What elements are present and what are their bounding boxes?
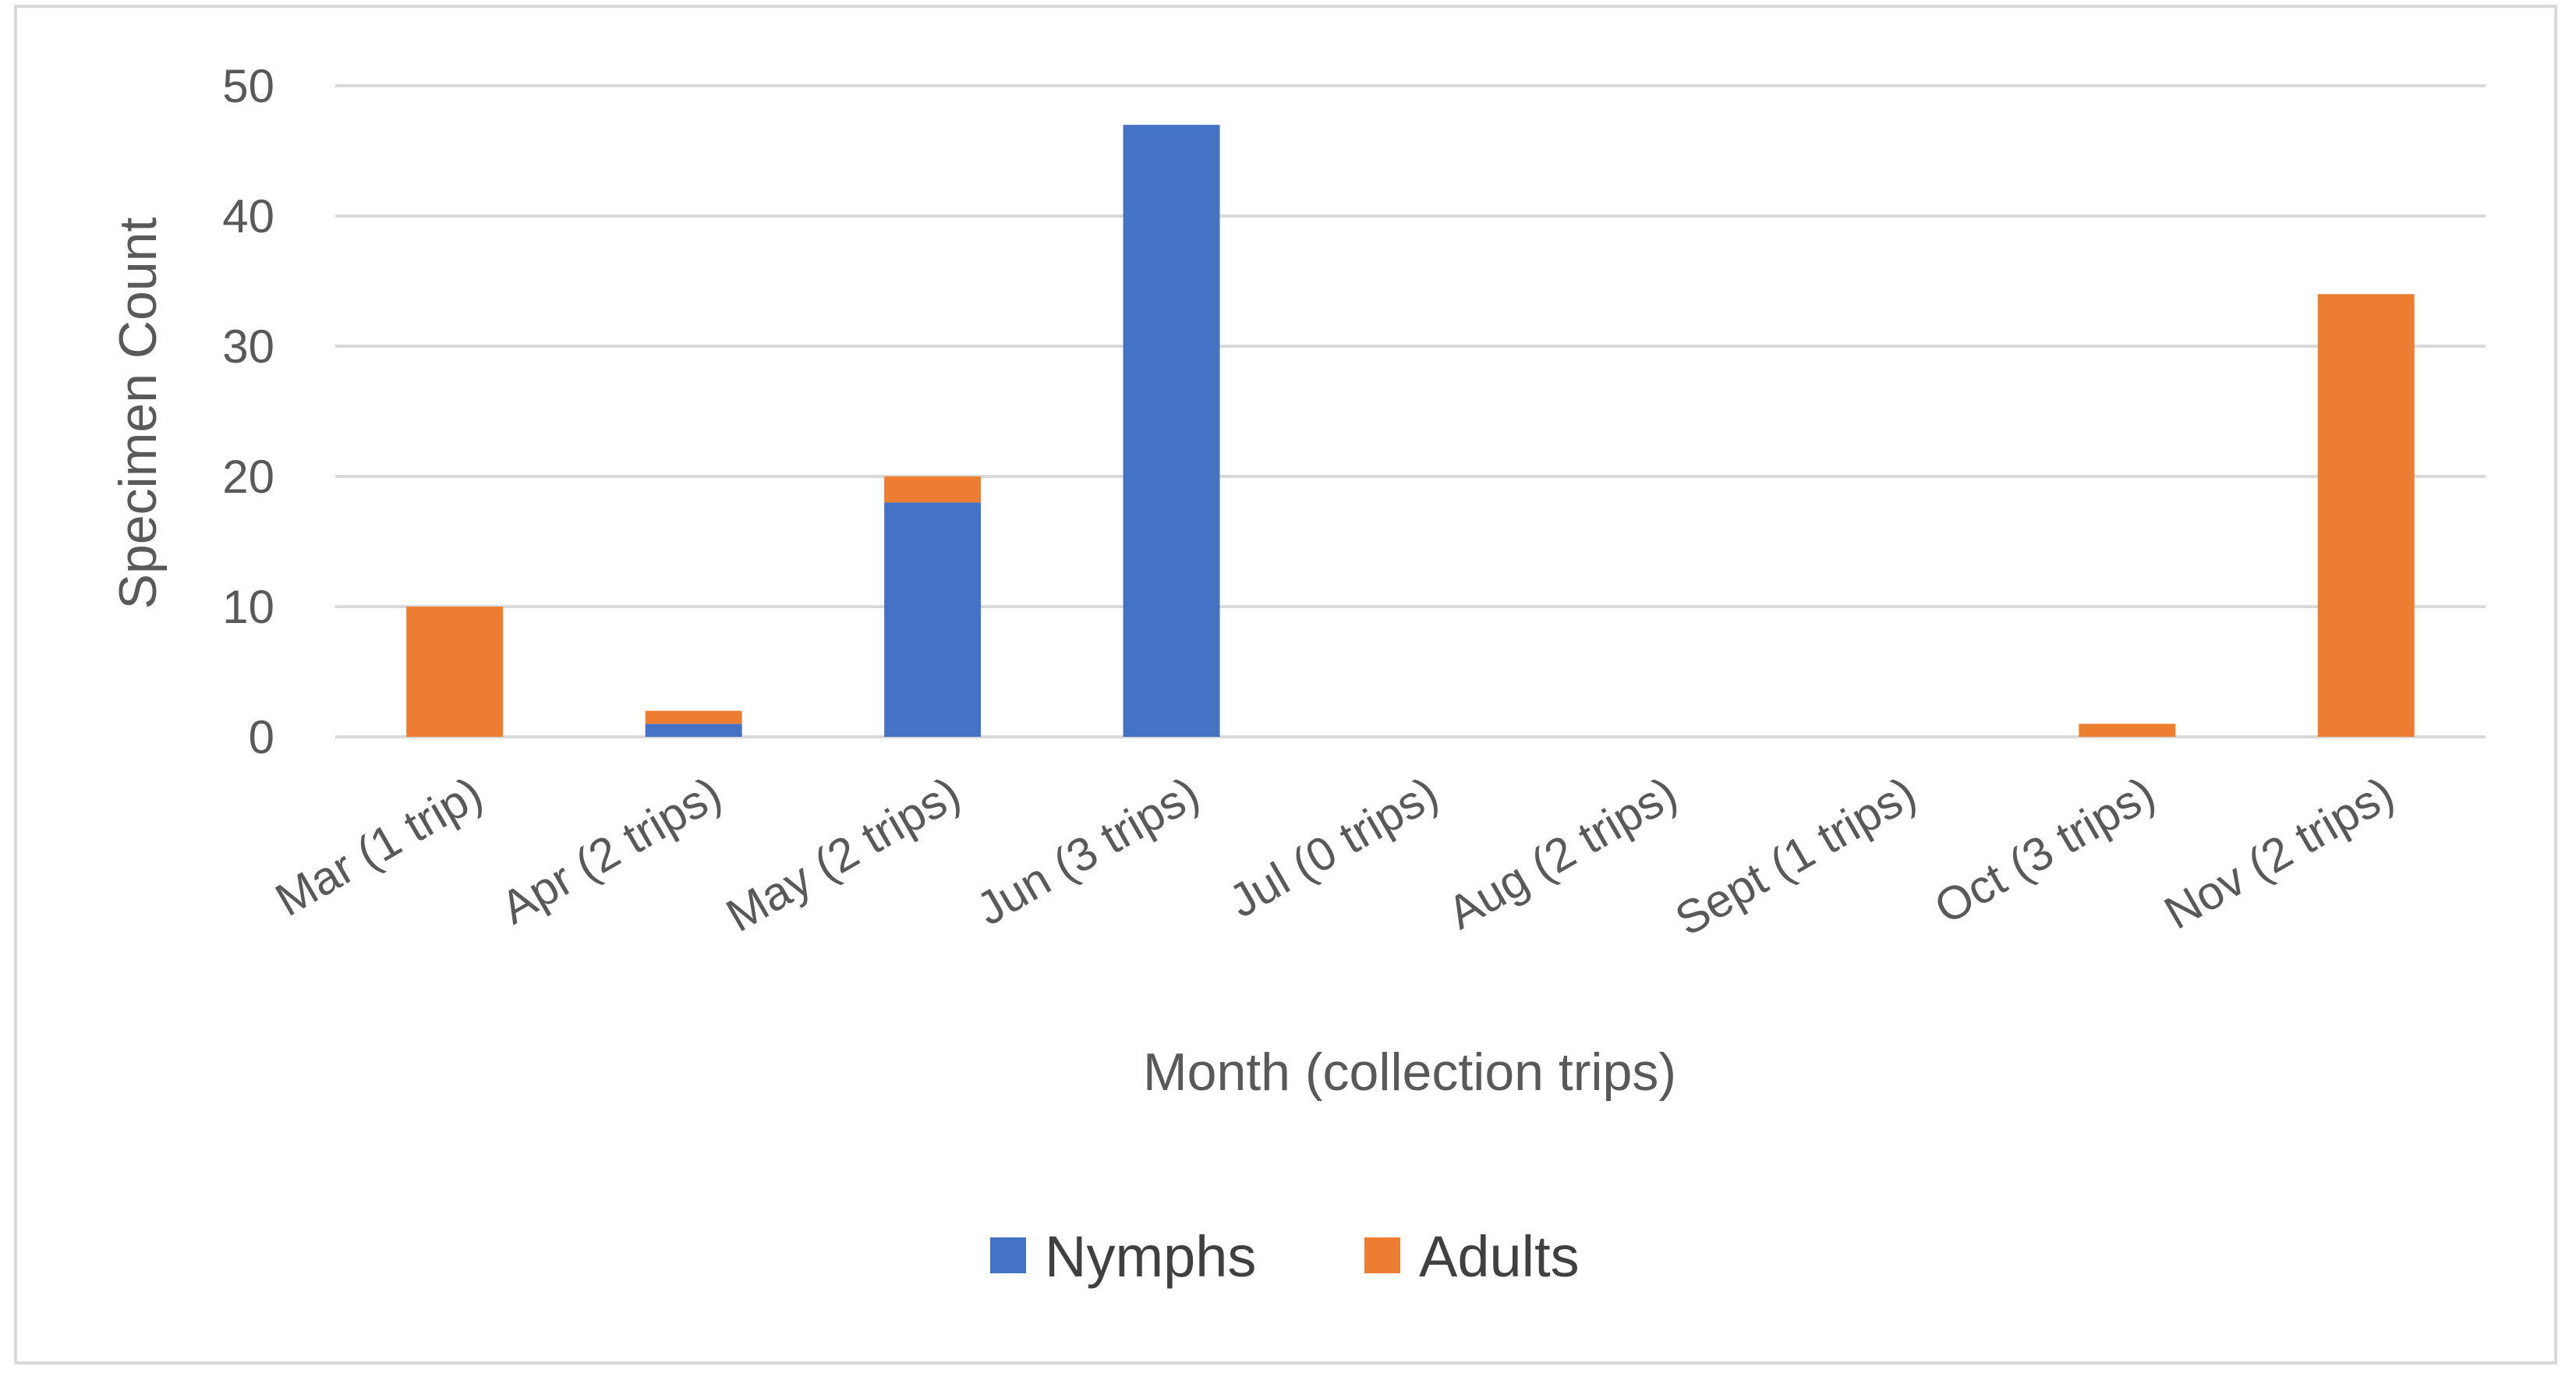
bar-adults-0: [406, 607, 504, 737]
y-tick-label: 20: [222, 451, 274, 503]
x-tick-label: Oct (3 trips): [1926, 766, 2164, 934]
x-tick-label: Jun (3 trips): [968, 766, 1208, 935]
x-tick-label: Nov (2 trips): [2156, 766, 2402, 939]
legend-label-adults: Adults: [1419, 1224, 1580, 1289]
bar-adults-1: [645, 710, 742, 724]
y-tick-label: 50: [222, 60, 274, 112]
x-tick-label: May (2 trips): [717, 766, 968, 942]
y-tick-labels: 0 10 20 30 40 50: [222, 60, 274, 763]
y-tick-label: 10: [222, 581, 274, 633]
legend: Nymphs Adults: [990, 1224, 1580, 1289]
x-tick-labels: Mar (1 trip) Apr (2 trips)May (2 trips)Ju…: [267, 766, 2402, 946]
x-tick-label: Mar (1 trip): [267, 766, 491, 926]
bar-adults-8: [2317, 294, 2415, 737]
legend-swatch-adults: [1364, 1237, 1400, 1273]
x-tick-label: Apr (2 trips): [492, 766, 730, 934]
bar-adults-2: [884, 476, 982, 503]
x-tick-label: Aug (2 trips): [1438, 766, 1686, 939]
legend-swatch-nymphs: [990, 1237, 1026, 1273]
bars: [406, 125, 2415, 738]
bar-nymphs-2: [884, 502, 982, 737]
bar-adults-7: [2079, 724, 2176, 737]
gridlines: [335, 84, 2486, 738]
y-tick-label: 0: [249, 711, 274, 763]
y-axis-title: Specimen Count: [108, 218, 168, 610]
bar-nymphs-3: [1123, 125, 1220, 738]
y-tick-label: 40: [222, 190, 274, 242]
y-tick-label: 30: [222, 320, 274, 373]
x-tick-label: Jul (0 trips): [1220, 766, 1446, 927]
x-axis-title: Month (collection trips): [1143, 1042, 1676, 1102]
x-tick-label: Sept (1 trips): [1666, 766, 1924, 946]
bar-nymphs-1: [645, 724, 742, 737]
legend-label-nymphs: Nymphs: [1045, 1224, 1256, 1289]
